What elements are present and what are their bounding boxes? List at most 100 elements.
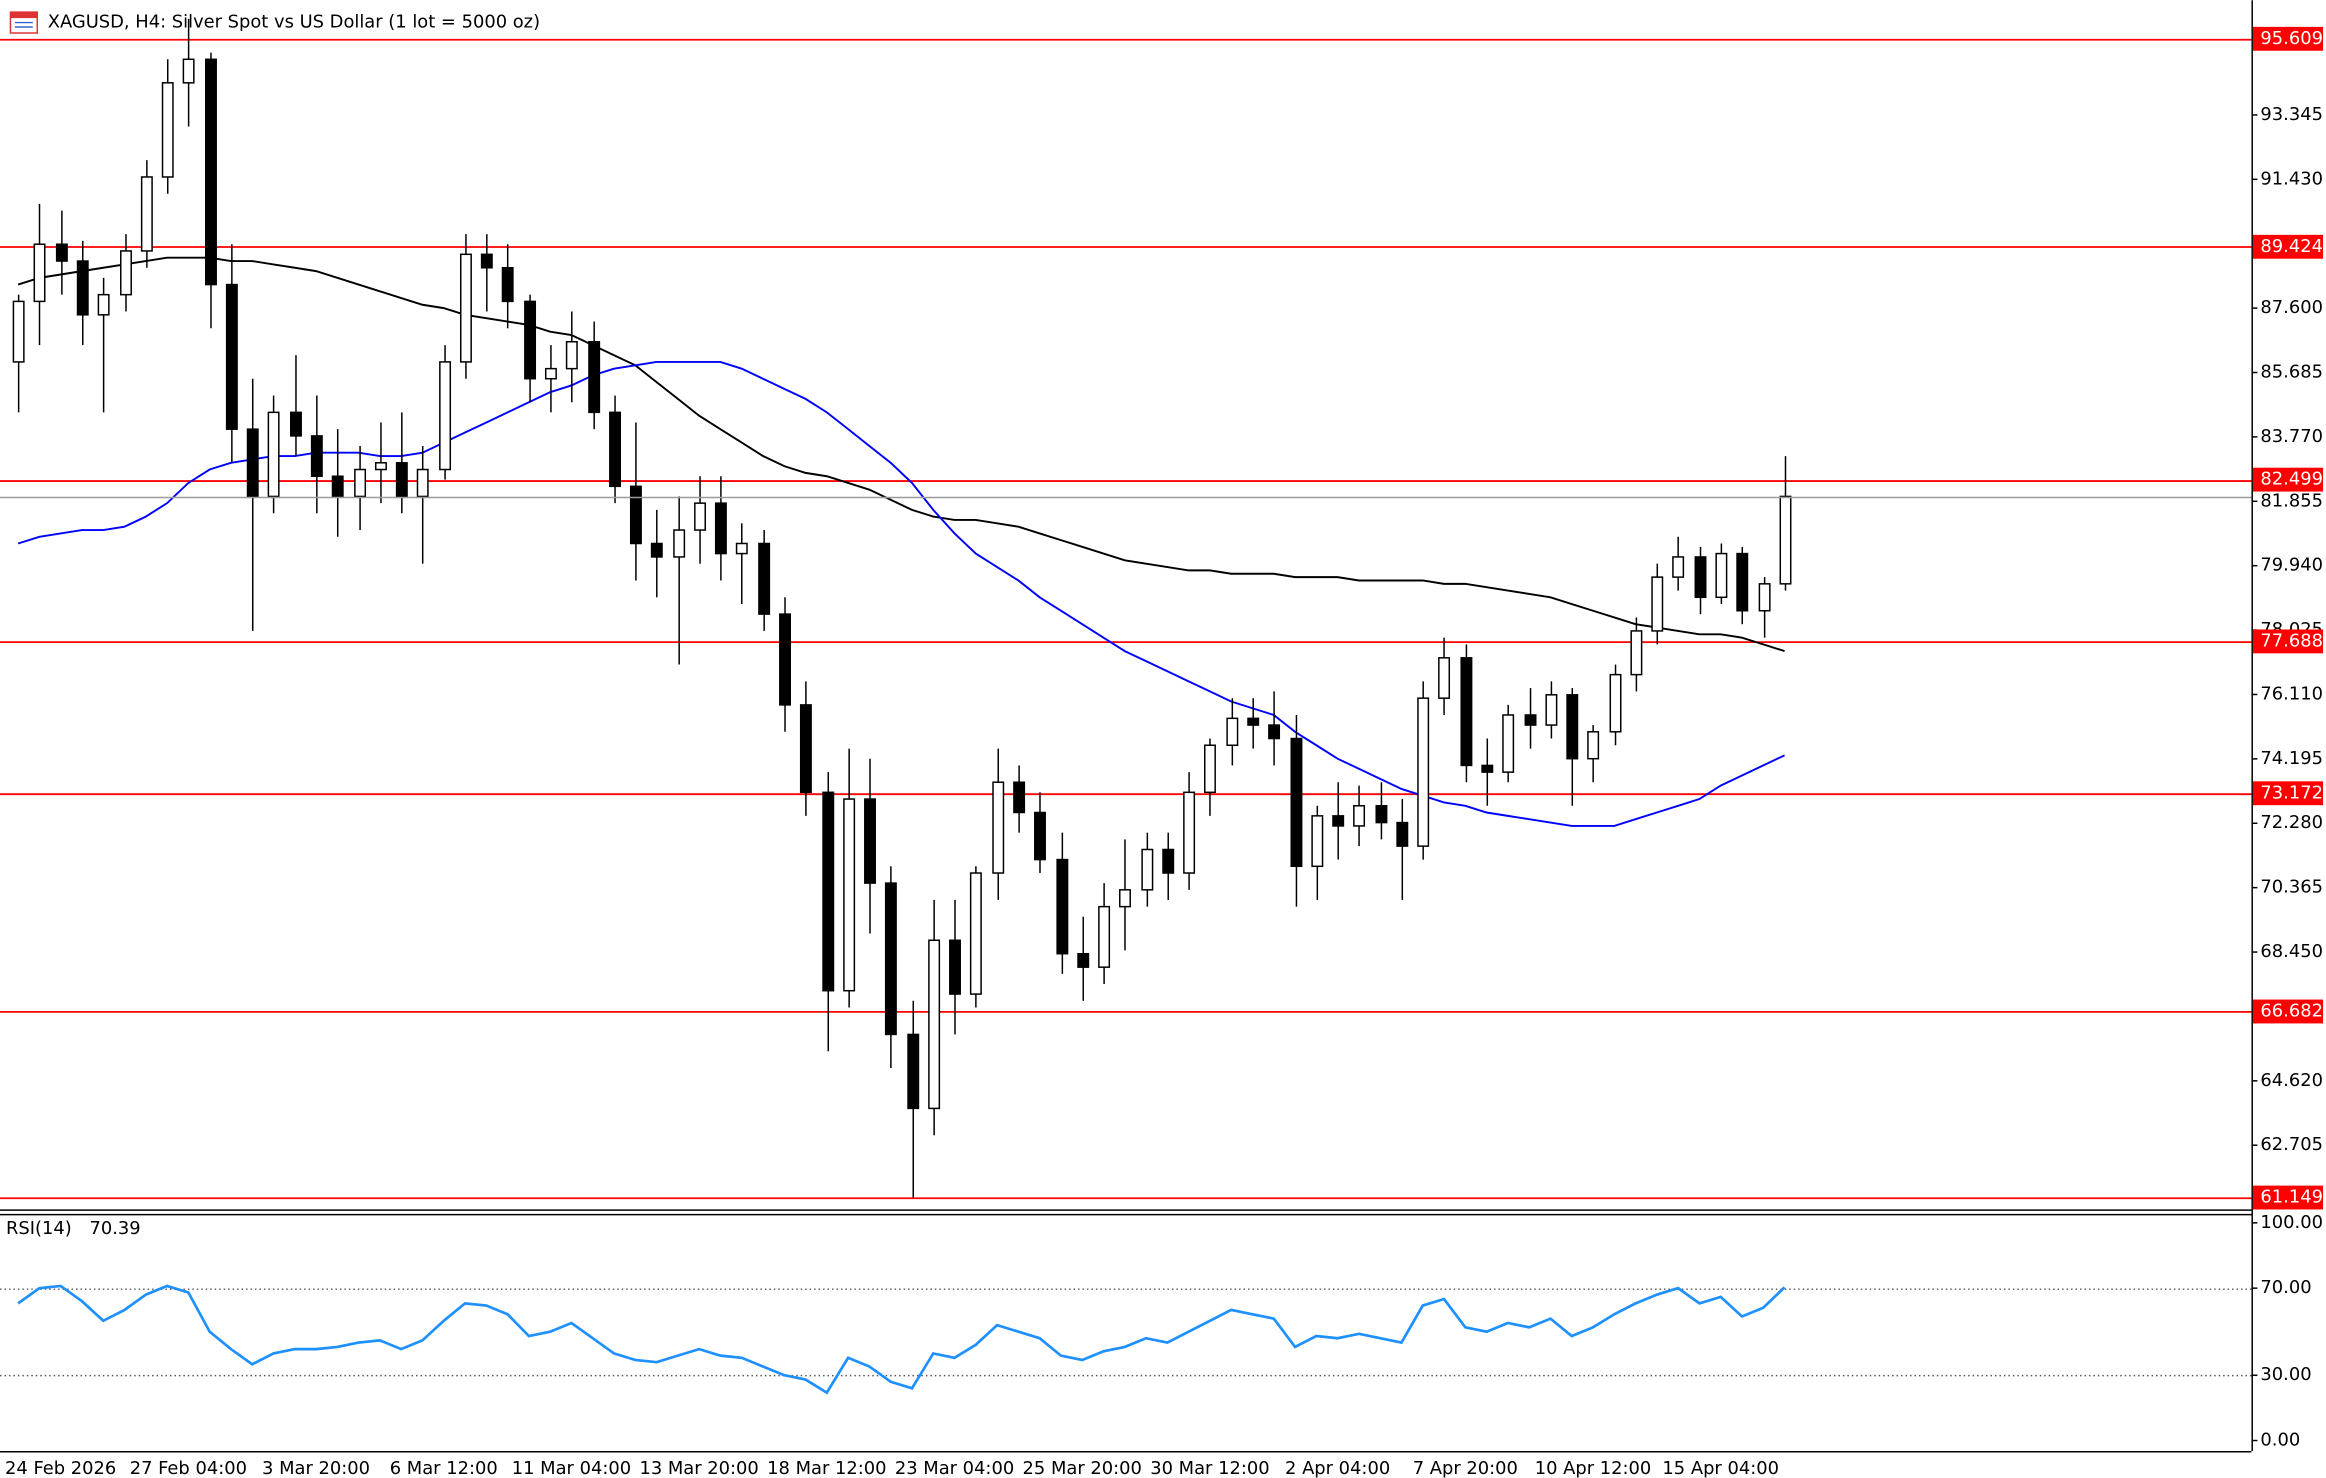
candle (1758, 577, 1771, 638)
candle (588, 321, 601, 430)
level-label-box (2252, 234, 2324, 259)
candle-body (55, 243, 68, 262)
candle (225, 244, 238, 463)
candle-body (714, 502, 727, 555)
rsi-tick-label: 100.00 (2260, 1212, 2323, 1233)
candle (1651, 563, 1664, 645)
candle-body (694, 502, 707, 531)
y-tick-label: 81.855 (2260, 490, 2323, 511)
candle-body (1183, 791, 1196, 874)
candle (650, 509, 663, 598)
candle-body (1481, 764, 1494, 773)
x-tick-label: 24 Feb 2026 (5, 1458, 116, 1478)
y-tick-label: 87.600 (2260, 297, 2323, 318)
candle-body (928, 939, 941, 1110)
candle (758, 530, 771, 631)
candle-body (565, 340, 578, 370)
candle-body (1396, 821, 1409, 847)
candle-body (1502, 714, 1515, 773)
candle (1290, 714, 1303, 907)
candle (161, 59, 174, 194)
rsi-value: 70.39 (89, 1218, 140, 1239)
candle (1375, 782, 1388, 840)
candle (992, 748, 1005, 900)
y-tick-label: 64.620 (2260, 1070, 2323, 1091)
x-tick-label: 30 Mar 12:00 (1150, 1458, 1269, 1478)
level-label-box (2252, 781, 2324, 806)
candle (374, 422, 387, 504)
candle (524, 294, 537, 403)
candle (714, 476, 727, 581)
candle (1779, 456, 1792, 591)
candle-body (1056, 858, 1069, 955)
candle (928, 899, 941, 1136)
candle-body (1587, 731, 1600, 760)
candle (969, 866, 982, 1008)
candle-body (459, 253, 472, 363)
candle-body (1524, 714, 1537, 726)
chart-title: XAGUSD, H4: Silver Spot vs US Dollar (1 … (48, 12, 540, 33)
candle (182, 18, 195, 127)
candle-body (1566, 694, 1579, 760)
level-label-box (2252, 629, 2324, 654)
candle (779, 597, 791, 732)
candle (843, 748, 856, 1008)
candle (246, 378, 259, 631)
candle-body (864, 798, 876, 884)
candle (864, 758, 876, 934)
candle (501, 244, 514, 329)
candle (1098, 883, 1111, 984)
candle-body (1141, 848, 1154, 891)
candle-body (1779, 495, 1792, 585)
x-tick-label: 15 Apr 04:00 (1662, 1458, 1779, 1478)
y-tick-label: 79.940 (2260, 555, 2323, 576)
candle (1268, 691, 1281, 766)
candle (1524, 688, 1537, 749)
moving-average (17, 256, 1785, 653)
candle-body (267, 411, 280, 498)
candle-body (1758, 583, 1771, 612)
candle-body (1460, 657, 1473, 767)
y-tick-label: 93.345 (2260, 104, 2323, 125)
level-label-box (2252, 999, 2324, 1024)
candle-body (439, 361, 452, 471)
y-tick-label: 62.705 (2260, 1134, 2323, 1155)
x-tick-label: 10 Apr 12:00 (1535, 1458, 1652, 1478)
candle-body (1332, 815, 1345, 827)
candle-body (161, 82, 174, 178)
candle-body (205, 58, 217, 286)
candle-body (76, 260, 89, 316)
candle (97, 277, 110, 413)
x-tick-label: 2 Apr 04:00 (1285, 1458, 1390, 1478)
candle (565, 311, 578, 403)
candle (1247, 698, 1260, 749)
candle-body (395, 462, 408, 498)
candle (267, 395, 280, 514)
level-label: 66.682 (2260, 1000, 2323, 1021)
level-label-box (2252, 467, 2324, 492)
candle-body (1268, 724, 1281, 740)
candle (33, 203, 46, 346)
candle-body (609, 411, 622, 488)
candle-body (331, 475, 344, 498)
candle-body (1098, 905, 1111, 968)
candle-body (1375, 805, 1388, 824)
level-label: 61.149 (2260, 1187, 2323, 1208)
y-tick-label: 74.195 (2260, 748, 2323, 769)
candle (120, 234, 132, 312)
rsi-tick-label: 30.00 (2260, 1364, 2311, 1385)
rsi-title: RSI(14) (6, 1218, 72, 1239)
candle (1417, 681, 1430, 860)
candle (822, 772, 835, 1052)
candle (1630, 617, 1643, 692)
candle-body (140, 176, 153, 252)
y-tick-label: 72.280 (2260, 812, 2323, 833)
candle-body (629, 485, 642, 545)
candle (1119, 839, 1131, 951)
candle (1034, 792, 1046, 874)
candle-body (1290, 737, 1303, 868)
candle-body (310, 435, 323, 477)
candle (290, 355, 302, 457)
candle-body (416, 468, 429, 498)
